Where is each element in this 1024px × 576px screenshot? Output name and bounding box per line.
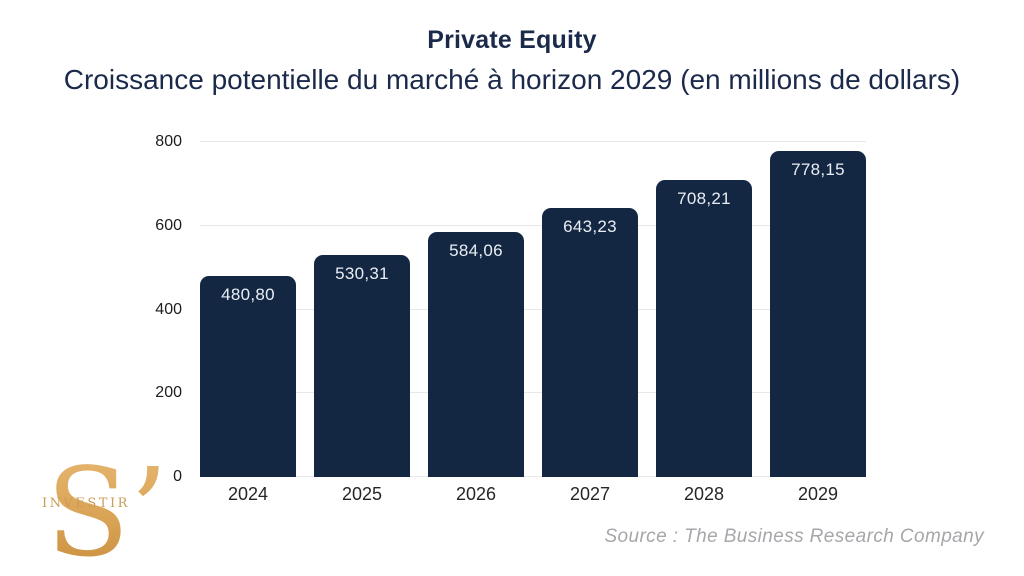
- gridline-0: [200, 476, 866, 477]
- bar-value-label: 530,31: [335, 263, 389, 283]
- y-tick-label: 200: [155, 384, 182, 402]
- bar-2027: 643,23: [542, 207, 638, 477]
- bar-value-label: 584,06: [449, 241, 503, 261]
- gridline-600: [200, 224, 866, 226]
- bar-2028: 708,21: [656, 180, 752, 477]
- logo-monogram: S’: [46, 442, 169, 576]
- chart-title: Private Equity: [427, 26, 597, 54]
- x-tick-label-2024: 2024: [227, 484, 269, 504]
- y-tick-label: 800: [155, 133, 182, 150]
- bar-value-label: 643,23: [563, 216, 617, 236]
- bar-2026: 584,06: [428, 232, 524, 477]
- bar-2029: 778,15: [770, 151, 866, 477]
- x-tick-label-2027: 2027: [569, 484, 611, 504]
- x-axis: 2024 2025 2026 2027 2028 2029: [200, 484, 866, 508]
- gridline-200: [200, 392, 866, 394]
- gridline-800: [200, 141, 866, 142]
- bar-value-label: 480,80: [221, 284, 275, 304]
- bar-2024: 480,80: [200, 275, 296, 477]
- y-axis: 0 200 400 600 800: [96, 133, 182, 485]
- bar-value-label: 778,15: [791, 160, 845, 180]
- source-credit: Source : The Business Research Company: [604, 526, 984, 547]
- gridline-400: [200, 308, 866, 310]
- chart-subtitle: Croissance potentielle du marché à horiz…: [63, 64, 961, 95]
- x-tick-label-2026: 2026: [455, 484, 497, 504]
- bar-value-label: 708,21: [677, 189, 731, 209]
- y-tick-label: 0: [173, 468, 182, 485]
- brand-logo: S’ INVESTIR: [40, 452, 170, 576]
- y-tick-label: 400: [155, 300, 182, 318]
- plot-area: 480,80 530,31 584,06 643,23 708,21 778,15: [200, 141, 866, 477]
- x-tick-label-2029: 2029: [797, 484, 839, 504]
- bar-2025: 530,31: [314, 254, 410, 477]
- y-tick-label: 600: [155, 216, 182, 234]
- x-tick-label-2025: 2025: [341, 484, 383, 504]
- x-tick-label-2028: 2028: [683, 484, 725, 504]
- logo-wordmark: INVESTIR: [42, 496, 130, 511]
